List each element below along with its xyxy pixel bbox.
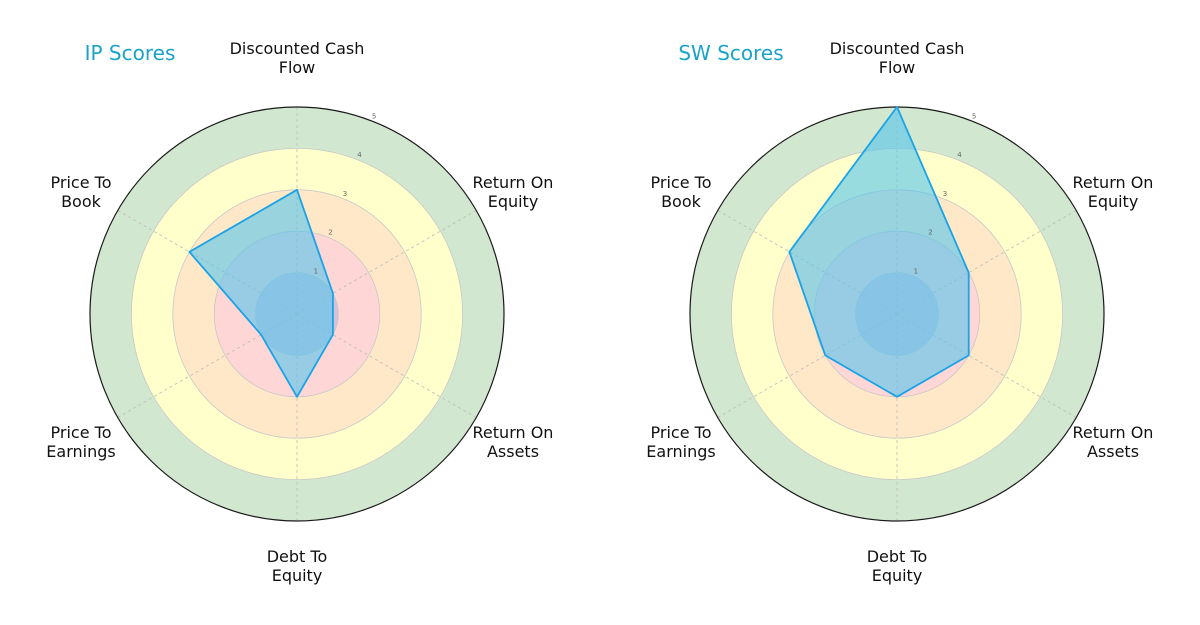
- axis-label-line: Price To: [651, 423, 712, 442]
- axis-label-line: Equity: [872, 566, 923, 585]
- axis-label-line: Book: [61, 192, 102, 211]
- axis-label-line: Assets: [1087, 442, 1139, 461]
- axis-label-line: Debt To: [867, 547, 928, 566]
- axis-label-line: Discounted Cash: [230, 39, 365, 58]
- axis-label-line: Price To: [51, 423, 112, 442]
- axis-label-line: Earnings: [46, 442, 115, 461]
- axis-label-line: Equity: [272, 566, 323, 585]
- axis-spoke: [296, 313, 477, 418]
- axis-label-line: Earnings: [646, 442, 715, 461]
- radial-tick-label: 5: [372, 112, 376, 120]
- axis-label: Debt To Equity: [867, 547, 928, 585]
- axis-label: Return On Equity: [473, 173, 554, 211]
- axis-label-line: Debt To: [267, 547, 328, 566]
- axis-label: Price To Book: [651, 173, 712, 211]
- axis-label-line: Equity: [488, 192, 539, 211]
- axis-label: Price To Earnings: [46, 423, 115, 461]
- axis-spoke: [117, 313, 298, 418]
- axis-label: Discounted Cash Flow: [230, 39, 365, 77]
- axis-label: Discounted Cash Flow: [830, 39, 965, 77]
- axis-label-line: Return On: [1073, 173, 1154, 192]
- radial-tick-label: 1: [914, 267, 918, 275]
- axis-label: Return On Equity: [1073, 173, 1154, 211]
- radial-tick-label: 2: [928, 229, 932, 237]
- radial-tick-label: 2: [328, 229, 332, 237]
- axis-label-line: Flow: [879, 58, 916, 77]
- axis-label: Return On Assets: [1073, 423, 1154, 461]
- axis-label: Debt To Equity: [267, 547, 328, 585]
- radial-tick-label: 3: [343, 190, 347, 198]
- axis-label-line: Return On: [473, 173, 554, 192]
- radial-tick-label: 4: [957, 151, 962, 159]
- axis-label-line: Equity: [1088, 192, 1139, 211]
- axis-label-line: Return On: [1073, 423, 1154, 442]
- axis-label-line: Flow: [279, 58, 316, 77]
- axis-spoke: [296, 210, 477, 315]
- axis-spoke: [896, 313, 1077, 418]
- axis-label-line: Assets: [487, 442, 539, 461]
- axis-label-line: Price To: [51, 173, 112, 192]
- radial-tick-label: 3: [943, 190, 947, 198]
- chart-title: SW Scores: [678, 41, 783, 65]
- radar-frame: [89, 106, 505, 522]
- radial-tick-label: 4: [357, 151, 362, 159]
- axis-label: Return On Assets: [473, 423, 554, 461]
- grid-ring-4: [130, 147, 464, 481]
- radial-tick-label: 1: [314, 267, 318, 275]
- axis-label: Price To Earnings: [646, 423, 715, 461]
- radial-tick-label: 5: [972, 112, 976, 120]
- axis-spoke: [896, 210, 1077, 315]
- axis-label-line: Price To: [651, 173, 712, 192]
- axis-label-line: Book: [661, 192, 702, 211]
- axis-spoke: [717, 313, 898, 418]
- axis-label-line: Discounted Cash: [830, 39, 965, 58]
- axis-label-line: Return On: [473, 423, 554, 442]
- chart-title: IP Scores: [85, 41, 176, 65]
- axis-label: Price To Book: [51, 173, 112, 211]
